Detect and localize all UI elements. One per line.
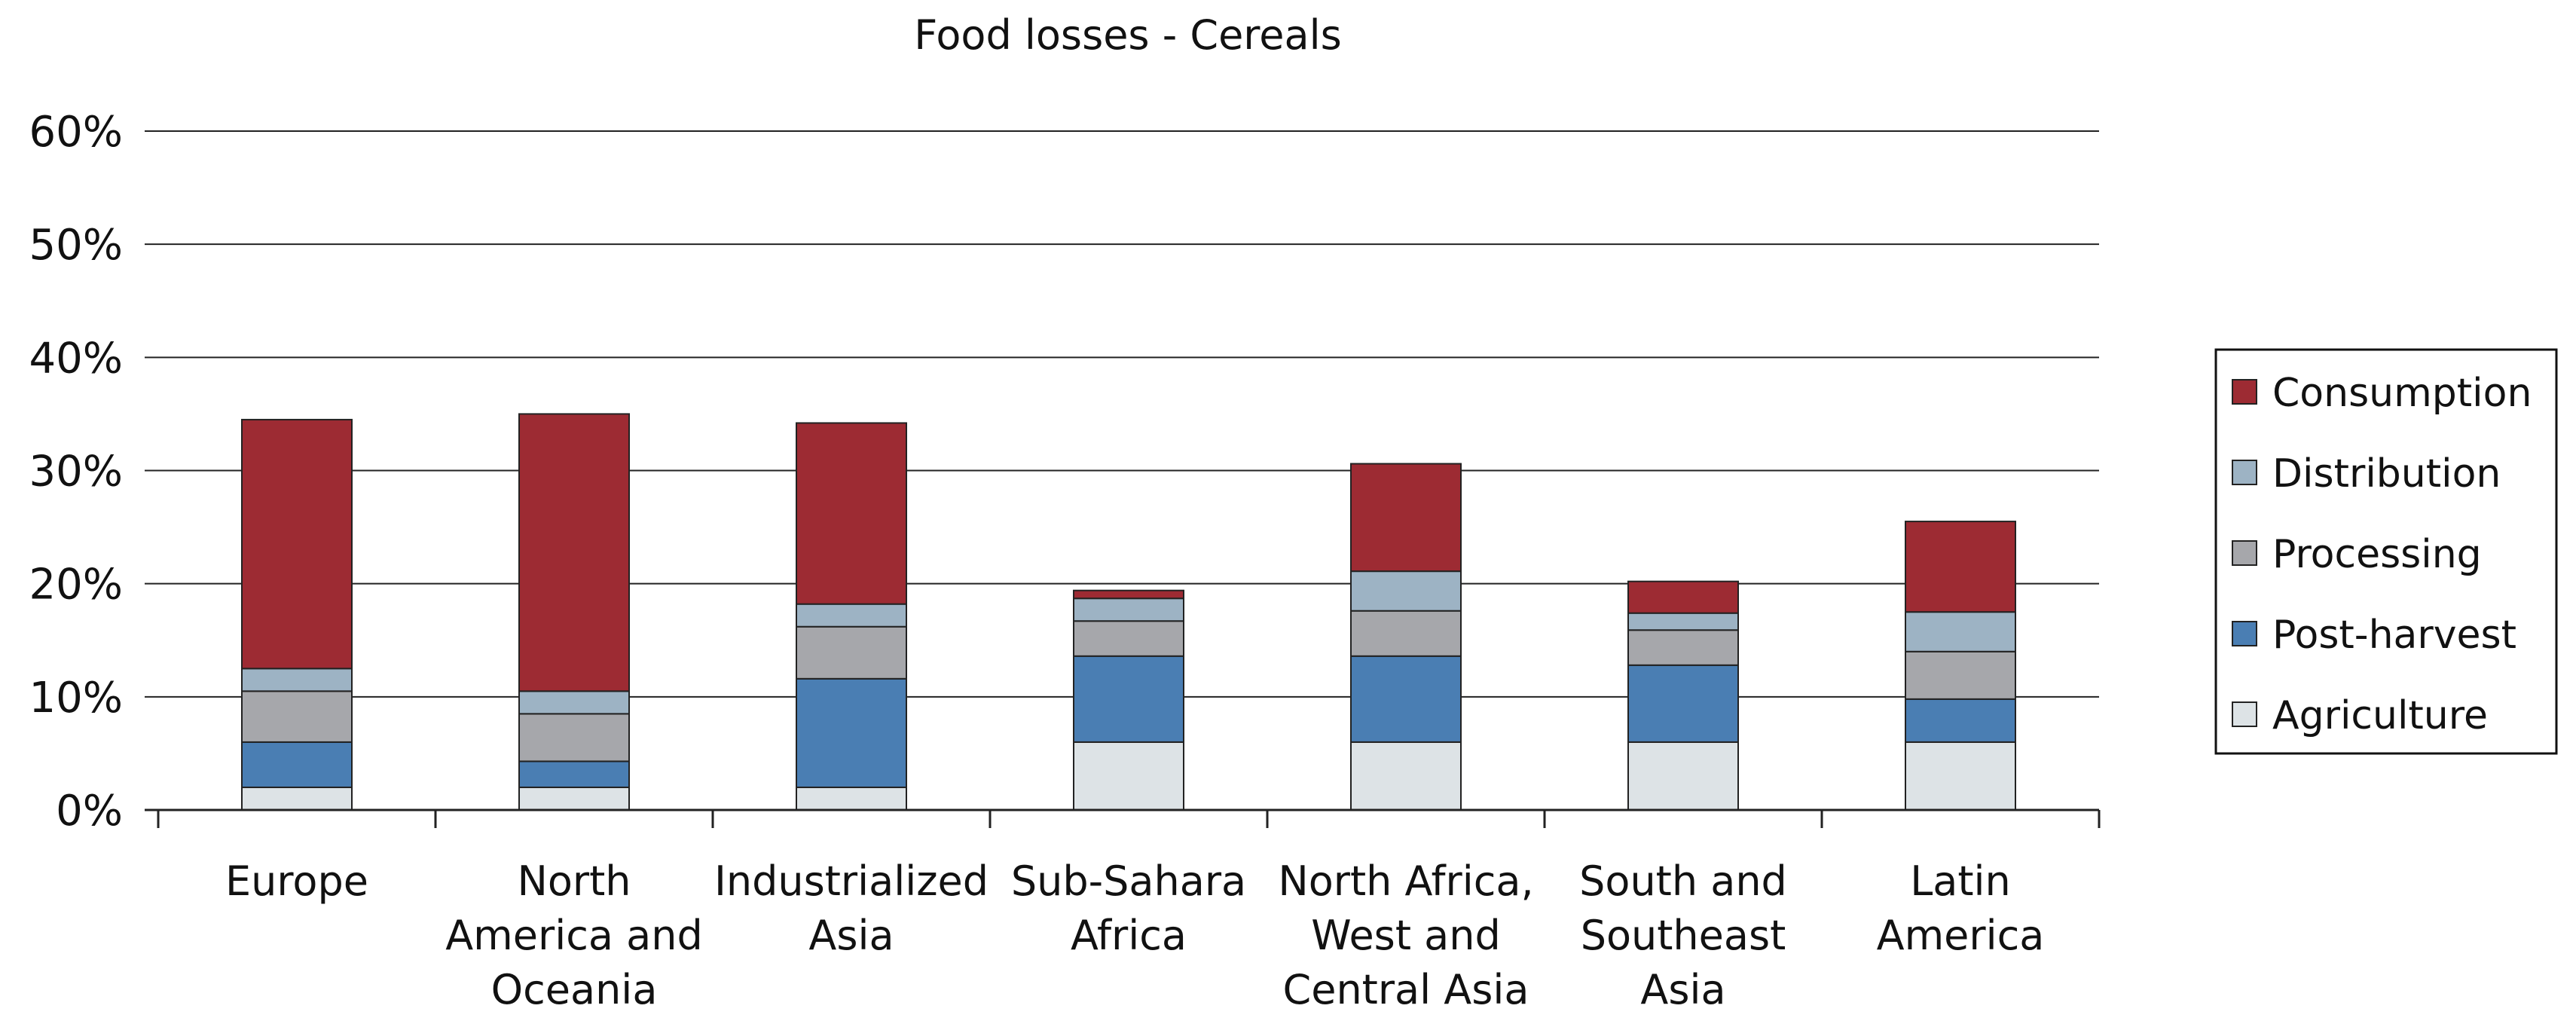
bar-segment-consumption: [518, 413, 630, 692]
bar-segment-post-harvest: [1073, 655, 1184, 743]
bars: [241, 413, 2016, 811]
y-tick-label: 20%: [29, 561, 123, 610]
y-tick-label: 50%: [29, 221, 123, 270]
y-tick-label: 30%: [29, 448, 123, 497]
bar-segment-agriculture: [796, 786, 907, 811]
x-tick-label: Europe: [225, 857, 368, 905]
bar-segment-distribution: [1073, 597, 1184, 622]
bar-segment-consumption: [241, 418, 353, 670]
bar-segment-distribution: [518, 690, 630, 715]
legend-label: Post-harvest: [2272, 613, 2516, 658]
bar-segment-processing: [1073, 620, 1184, 657]
y-axis-ticks: 0% 10% 20% 30% 40% 50% 60%: [29, 108, 123, 836]
bar-segment-agriculture: [518, 786, 630, 811]
legend: Consumption Distribution Processing Post-ha…: [2214, 348, 2558, 755]
bar-segment-processing: [1350, 610, 1462, 657]
bar-segment-processing: [518, 713, 630, 763]
x-axis-labels: Europe North America and OceaniaIndustriali…: [225, 857, 2044, 1013]
bar-segment-post-harvest: [1905, 698, 2016, 743]
legend-label: Agriculture: [2272, 693, 2488, 738]
legend-swatch-processing: [2232, 540, 2257, 566]
legend-label: Distribution: [2272, 451, 2501, 497]
legend-swatch-distribution: [2232, 460, 2257, 485]
x-tick-label: North America and Oceania: [445, 857, 703, 1013]
bar-segment-distribution: [796, 603, 907, 628]
bar-segment-processing: [1627, 629, 1739, 666]
x-tick-label: South and Southeast Asia: [1579, 857, 1787, 1013]
legend-label: Processing: [2272, 532, 2482, 577]
bar-segment-processing: [241, 690, 353, 743]
legend-swatch-agriculture: [2232, 701, 2257, 727]
bar-segment-agriculture: [241, 786, 353, 811]
bar-segment-consumption: [1073, 589, 1184, 600]
y-tick-label: 0%: [56, 787, 123, 836]
bar-segment-agriculture: [1627, 741, 1739, 811]
x-tick-label: Industrialized Asia: [714, 857, 989, 959]
legend-swatch-post-harvest: [2232, 621, 2257, 646]
legend-label: Consumption: [2272, 371, 2532, 416]
y-tick-label: 40%: [29, 334, 123, 383]
bar-segment-distribution: [1905, 611, 2016, 653]
legend-swatch-consumption: [2232, 379, 2257, 405]
bar-segment-post-harvest: [796, 677, 907, 788]
bar-segment-post-harvest: [1627, 664, 1739, 743]
bar-segment-processing: [1905, 650, 2016, 700]
bar-segment-agriculture: [1350, 741, 1462, 811]
bar-segment-post-harvest: [1350, 655, 1462, 743]
bar-segment-consumption: [1905, 521, 2016, 613]
y-tick-label: 60%: [29, 108, 123, 157]
bar-segment-distribution: [1627, 612, 1739, 631]
bar-segment-distribution: [241, 668, 353, 692]
y-tick-label: 10%: [29, 674, 123, 723]
bar-segment-distribution: [1350, 570, 1462, 612]
legend-box: [2214, 348, 2558, 755]
x-tick-label: Latin America: [1877, 857, 2045, 959]
bar-segment-consumption: [1627, 580, 1739, 614]
bar-segment-post-harvest: [518, 760, 630, 788]
chart-title: Food losses - Cereals: [914, 11, 1342, 59]
bar-segment-post-harvest: [241, 741, 353, 788]
x-tick-label: Sub-Sahara Africa: [1011, 857, 1246, 959]
bar-segment-agriculture: [1073, 741, 1184, 811]
bar-segment-consumption: [796, 422, 907, 605]
gridlines: [145, 130, 2099, 698]
bar-segment-agriculture: [1905, 741, 2016, 811]
x-axis: [145, 808, 2101, 828]
x-tick-label: North Africa, West and Central Asia: [1278, 857, 1533, 1013]
bar-segment-processing: [796, 625, 907, 680]
bar-segment-consumption: [1350, 463, 1462, 573]
